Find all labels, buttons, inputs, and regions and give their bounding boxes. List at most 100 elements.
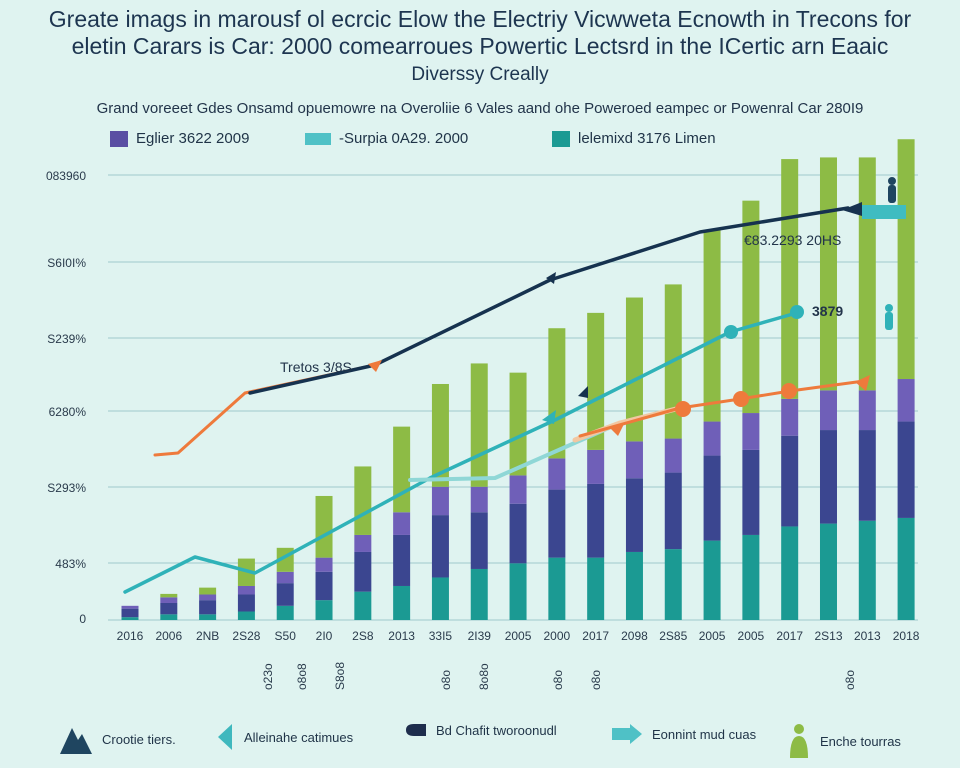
y-tick-label: S6I0I% [47, 256, 86, 270]
tick-labels: 083960 S6I0I% S239% 6280% S293% 483% 0 2016 2006… [46, 169, 920, 690]
legend: Eglier 3622 2009 -Surpia 0A29. 2000 lele… [0, 130, 960, 152]
bar-segment [548, 489, 566, 558]
bar-segment [509, 475, 527, 504]
bar-segment [781, 526, 799, 620]
bar-segment [548, 328, 566, 459]
bar-segment [393, 585, 411, 620]
x-tick-label: 2013 [388, 629, 415, 643]
bar-segment [819, 157, 837, 391]
bar-segment [470, 486, 488, 513]
arrow-right-icon [612, 724, 642, 744]
bar-segment [470, 363, 488, 487]
bar-segment [160, 602, 178, 615]
bar-segment [160, 593, 178, 598]
bar-segment [431, 383, 449, 487]
bar-segment [470, 512, 488, 569]
legend-swatch-3 [552, 130, 570, 147]
person-icon [888, 177, 896, 185]
bar-segment [431, 486, 449, 516]
orange-marker [368, 360, 382, 372]
bar-segment [121, 605, 139, 609]
legend-label-1: Eglier 3622 2009 [136, 130, 250, 147]
x-sub-label: o8o [843, 670, 857, 690]
footer-item-2: Alleinahe catimues [214, 722, 353, 752]
annotation-trend: Tretos 3/8S [280, 359, 352, 375]
bar-segment [897, 517, 915, 620]
x-tick-label: 2016 [117, 629, 144, 643]
chart-subtitle: Grand voreeet Gdes Onsamd opuemowre na O… [96, 100, 864, 117]
bar-segment [819, 523, 837, 620]
bar-segment [237, 611, 255, 620]
bar-segment [742, 413, 760, 450]
bar-segment [819, 430, 837, 524]
person-icon [888, 185, 896, 203]
bar-segment [587, 312, 605, 450]
orange-marker [675, 401, 691, 417]
bar-segment [548, 458, 566, 490]
navy-marker [578, 386, 588, 398]
bar-segment [625, 551, 643, 620]
bar-segment [354, 466, 372, 535]
bar-segment [587, 483, 605, 558]
legend-label-3: lelemixd 3176 Limen [578, 130, 716, 147]
x-tick-label: 2I39 [468, 629, 492, 643]
x-tick-label: 2NB [196, 629, 219, 643]
x-sub-label: o8o8 [295, 663, 309, 690]
bar-segment [160, 597, 178, 603]
bar-segment [587, 557, 605, 620]
bar-segment [160, 614, 178, 620]
person-icon [885, 304, 893, 312]
orange-marker [781, 383, 797, 399]
orange-line-left [153, 363, 377, 457]
navy-arrow-tail [862, 205, 906, 219]
bar-segment [509, 563, 527, 620]
footer-label-3: Bd Chafit tworoonudl [436, 722, 557, 738]
bar-segment [354, 534, 372, 552]
bar-segment [742, 449, 760, 535]
chart-title: Greate imags in marousf ol ecrcic Elow t… [0, 6, 960, 88]
bar-segment [276, 583, 294, 606]
teal-marker [542, 410, 556, 424]
x-tick-label: 2005 [699, 629, 726, 643]
bar-segment [858, 157, 876, 391]
bars [121, 139, 915, 620]
bar-segment [121, 608, 139, 618]
bar-segment [781, 435, 799, 527]
footer-item-4: Eonnint mud cuas [610, 722, 756, 746]
bar-segment [664, 438, 682, 473]
bar-segment [703, 540, 721, 620]
arrow-left-icon [218, 724, 232, 750]
orange-marker [733, 391, 749, 407]
bar-segment [509, 503, 527, 564]
bar-segment [897, 379, 915, 422]
teal-line [123, 310, 802, 594]
y-tick-label: S239% [47, 332, 86, 346]
bar-segment [742, 200, 760, 414]
x-sub-label: S8o8 [333, 662, 347, 690]
x-sub-label: 8o8o [477, 663, 491, 690]
x-sub-label: o8o [439, 670, 453, 690]
bar-segment [199, 587, 217, 595]
x-sub-label: o8o [589, 670, 603, 690]
x-tick-label: 2S8 [352, 629, 374, 643]
bar-segment [664, 549, 682, 620]
title-line-2: eletin Carars is Car: 2000 comearroues P… [71, 33, 889, 59]
person-icon [885, 312, 893, 330]
x-tick-label: 2S13 [814, 629, 842, 643]
footer-item-3: Bd Chafit tworoonudl [404, 722, 557, 738]
bar-segment [431, 577, 449, 620]
x-tick-label: 2017 [776, 629, 803, 643]
bar-segment [781, 398, 799, 436]
footer-item-5: Enche tourras [786, 722, 901, 760]
x-tick-label: 2098 [621, 629, 648, 643]
bar-segment [587, 449, 605, 484]
title-line-1: Greate imags in marousf ol ecrcic Elow t… [48, 6, 912, 32]
bar-segment [315, 495, 333, 558]
bar-segment [393, 534, 411, 586]
bar-segment [703, 421, 721, 456]
y-tick-label: 083960 [46, 169, 86, 183]
bullet-icon [406, 724, 426, 736]
person-icon [790, 724, 808, 758]
bar-segment [393, 512, 411, 535]
legend-swatch-2 [305, 132, 331, 145]
